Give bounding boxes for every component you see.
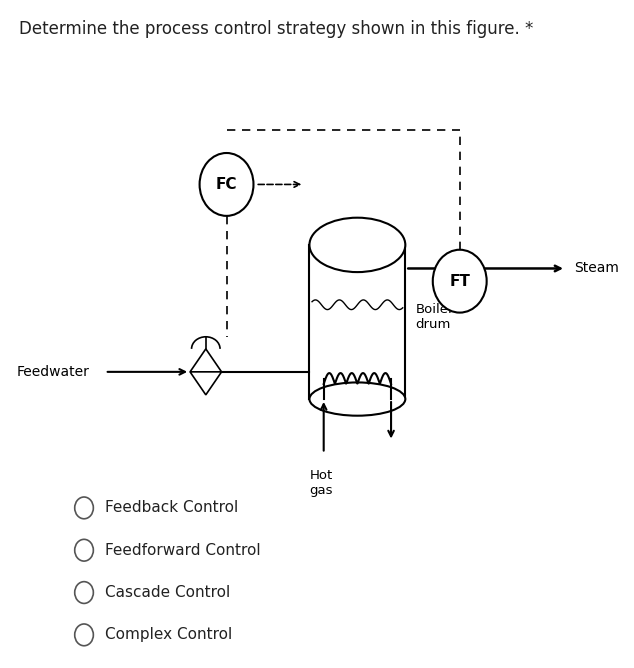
- Text: Determine the process control strategy shown in this figure. *: Determine the process control strategy s…: [19, 20, 533, 38]
- Circle shape: [200, 153, 254, 216]
- Text: Hot
gas: Hot gas: [309, 468, 333, 496]
- Circle shape: [75, 582, 93, 603]
- Circle shape: [75, 497, 93, 519]
- Text: FC: FC: [216, 177, 237, 192]
- Ellipse shape: [309, 383, 405, 415]
- Polygon shape: [190, 372, 221, 395]
- Text: Feedforward Control: Feedforward Control: [105, 542, 261, 558]
- Text: Cascade Control: Cascade Control: [105, 585, 230, 600]
- Circle shape: [75, 624, 93, 646]
- Ellipse shape: [309, 218, 405, 272]
- Text: Boiler
drum: Boiler drum: [416, 303, 454, 331]
- Text: Steam: Steam: [574, 261, 619, 275]
- Circle shape: [433, 250, 487, 313]
- Bar: [309, 245, 405, 399]
- Text: Feedwater: Feedwater: [16, 365, 89, 379]
- Text: FT: FT: [450, 274, 470, 289]
- Polygon shape: [190, 349, 221, 372]
- Text: Complex Control: Complex Control: [105, 627, 232, 643]
- Circle shape: [75, 539, 93, 561]
- Text: Feedback Control: Feedback Control: [105, 500, 238, 516]
